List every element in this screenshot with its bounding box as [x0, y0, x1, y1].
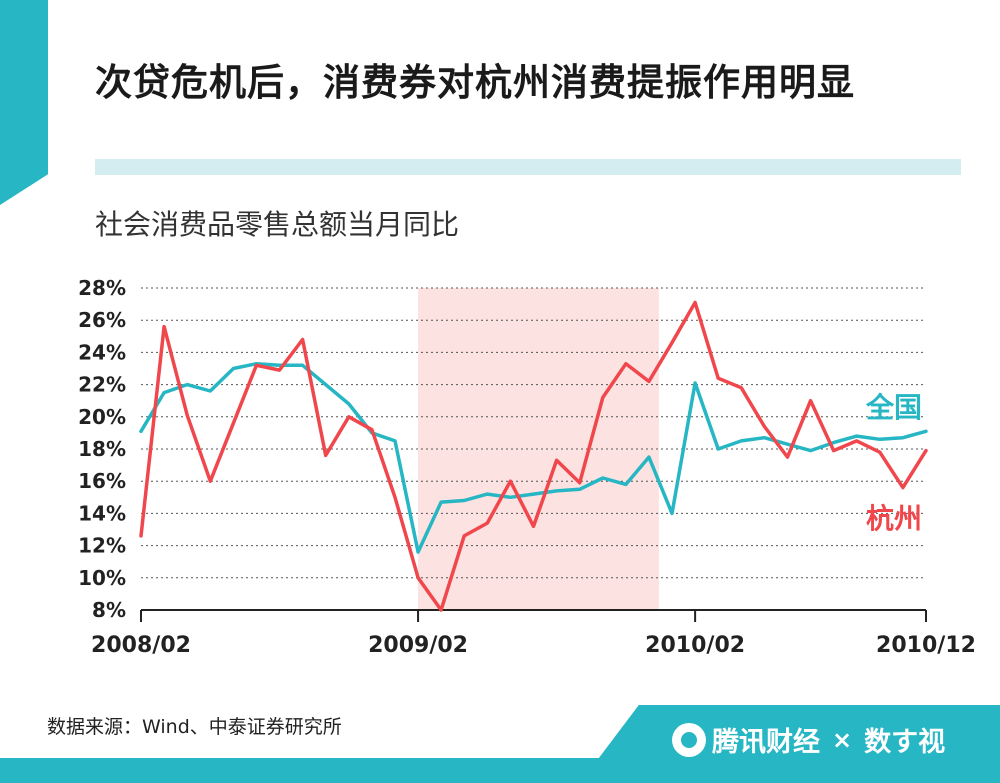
- legend-national: 全国: [865, 391, 922, 424]
- tencent-finance-icon: [672, 722, 706, 757]
- series-hangzhou-line: [139, 300, 928, 612]
- x-tick-label: 2008/02: [91, 633, 191, 658]
- legend-hangzhou: 杭州: [866, 502, 922, 535]
- y-tick-label: 10%: [78, 566, 126, 590]
- brand-times: ×: [832, 725, 853, 754]
- y-tick-label: 24%: [78, 340, 126, 364]
- y-tick-label: 18%: [78, 437, 126, 461]
- y-tick-label: 26%: [78, 308, 126, 332]
- y-tick-label: 16%: [78, 469, 126, 493]
- line-chart: 28% 26% 24% 22% 20% 18% 16% 14% 12% 10% 8% 2008/02 2…: [78, 276, 976, 658]
- y-tick-label: 22%: [78, 373, 126, 397]
- y-tick-label: 8%: [92, 598, 126, 622]
- brand-logo: 腾讯财经 × 数す视: [672, 720, 945, 759]
- y-tick-label: 28%: [78, 276, 126, 300]
- x-tick-label: 2010/02: [645, 633, 745, 658]
- series-national-line: [139, 361, 928, 554]
- y-tick-label: 14%: [78, 501, 126, 525]
- corner-accent: [0, 0, 48, 205]
- footer-brand-panel: [580, 705, 1000, 783]
- data-source: 数据来源：Wind、中泰证券研究所: [47, 716, 342, 738]
- page-title: 次贷危机后，消费券对杭州消费提振作用明显: [95, 61, 855, 104]
- y-tick-label: 20%: [78, 405, 126, 429]
- y-tick-label: 12%: [78, 534, 126, 558]
- x-tick-label: 2009/02: [368, 633, 468, 658]
- title-underline-bar: [95, 159, 961, 175]
- brand-name: 腾讯财经: [712, 727, 820, 758]
- chart-subtitle: 社会消费品零售总额当月同比: [95, 208, 460, 241]
- x-tick-label: 2010/12: [876, 633, 976, 658]
- brand-partner: 数す视: [864, 727, 946, 758]
